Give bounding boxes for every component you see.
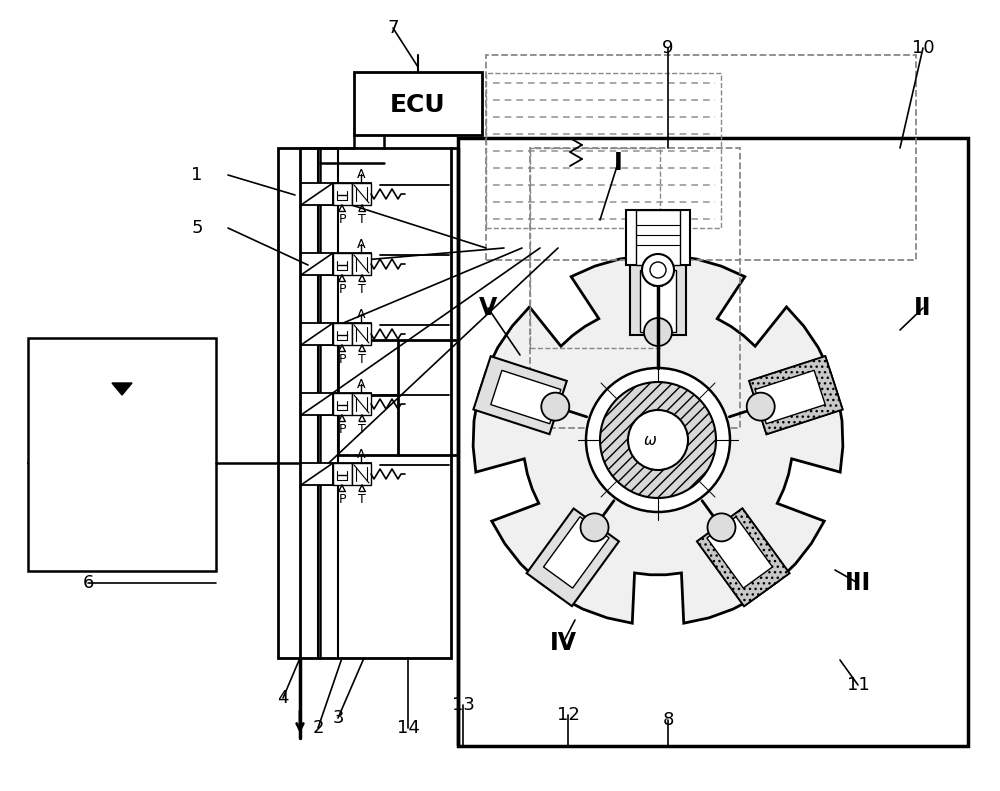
Bar (333, 183, 371, 205)
Circle shape (581, 513, 609, 541)
Text: 6: 6 (82, 574, 94, 592)
Bar (28, 338, 216, 571)
Bar (333, 463, 371, 485)
Text: 9: 9 (662, 39, 674, 57)
Text: 8: 8 (662, 711, 674, 729)
Circle shape (600, 382, 716, 498)
Polygon shape (473, 356, 567, 434)
Text: 7: 7 (387, 19, 399, 37)
Text: ECU: ECU (390, 93, 446, 117)
Bar (636, 210, 680, 265)
Bar (458, 138, 968, 746)
Bar (333, 323, 371, 345)
Ellipse shape (96, 344, 148, 382)
Text: V: V (479, 296, 497, 320)
Polygon shape (755, 370, 825, 424)
Polygon shape (473, 255, 843, 623)
Text: 12: 12 (557, 706, 579, 724)
Text: 5: 5 (191, 219, 203, 237)
Text: A: A (357, 308, 365, 320)
Circle shape (541, 392, 569, 421)
Bar (486, 73, 721, 228)
Bar (626, 210, 690, 265)
Text: A: A (357, 448, 365, 460)
Circle shape (586, 368, 730, 512)
Text: T: T (358, 493, 366, 505)
Polygon shape (640, 270, 676, 332)
Text: 11: 11 (847, 676, 869, 694)
Bar (486, 55, 916, 260)
Text: IV: IV (550, 631, 576, 655)
Text: 1: 1 (191, 166, 203, 184)
Text: 3: 3 (332, 709, 344, 727)
Polygon shape (707, 517, 772, 589)
Polygon shape (112, 383, 132, 395)
Bar (301, 253, 333, 275)
Polygon shape (491, 370, 561, 424)
Circle shape (707, 513, 735, 541)
Circle shape (747, 392, 775, 421)
Text: 13: 13 (452, 696, 474, 714)
Ellipse shape (96, 404, 148, 442)
Text: T: T (358, 422, 366, 436)
Polygon shape (749, 356, 843, 434)
Bar (458, 138, 968, 746)
Text: A: A (357, 377, 365, 391)
Text: ω: ω (644, 433, 656, 448)
Bar (301, 463, 333, 485)
Bar (352, 253, 371, 275)
Bar (301, 183, 333, 205)
Bar (352, 393, 371, 415)
Text: III: III (845, 571, 871, 595)
Bar (333, 463, 352, 485)
Bar (301, 393, 333, 415)
Polygon shape (697, 509, 789, 606)
Bar (333, 253, 352, 275)
Bar (333, 183, 352, 205)
Text: 2: 2 (312, 719, 324, 737)
Bar (354, 72, 482, 135)
Text: I: I (614, 151, 622, 175)
Text: T: T (358, 213, 366, 225)
Bar (333, 393, 371, 415)
Text: P: P (338, 422, 346, 436)
Bar (333, 253, 371, 275)
Bar (301, 323, 333, 345)
Circle shape (650, 262, 666, 278)
Circle shape (628, 410, 688, 470)
Polygon shape (630, 255, 686, 335)
Text: P: P (338, 353, 346, 365)
Bar (278, 148, 451, 658)
Circle shape (642, 254, 674, 286)
Bar (333, 323, 352, 345)
Text: 4: 4 (277, 689, 289, 707)
Polygon shape (749, 356, 843, 434)
Polygon shape (527, 509, 619, 606)
Text: II: II (914, 296, 932, 320)
Text: A: A (357, 237, 365, 251)
Bar (352, 463, 371, 485)
Text: P: P (338, 493, 346, 505)
Bar (96, 363, 148, 425)
Text: T: T (358, 282, 366, 296)
Bar (352, 183, 371, 205)
Text: 10: 10 (912, 39, 934, 57)
Text: A: A (357, 168, 365, 180)
Polygon shape (697, 509, 789, 606)
Polygon shape (544, 517, 609, 589)
Bar (333, 393, 352, 415)
Circle shape (644, 318, 672, 346)
Bar (530, 148, 660, 348)
Text: T: T (358, 353, 366, 365)
Bar (530, 148, 740, 428)
Text: P: P (338, 213, 346, 225)
Bar (352, 323, 371, 345)
Text: 14: 14 (397, 719, 419, 737)
Text: P: P (338, 282, 346, 296)
